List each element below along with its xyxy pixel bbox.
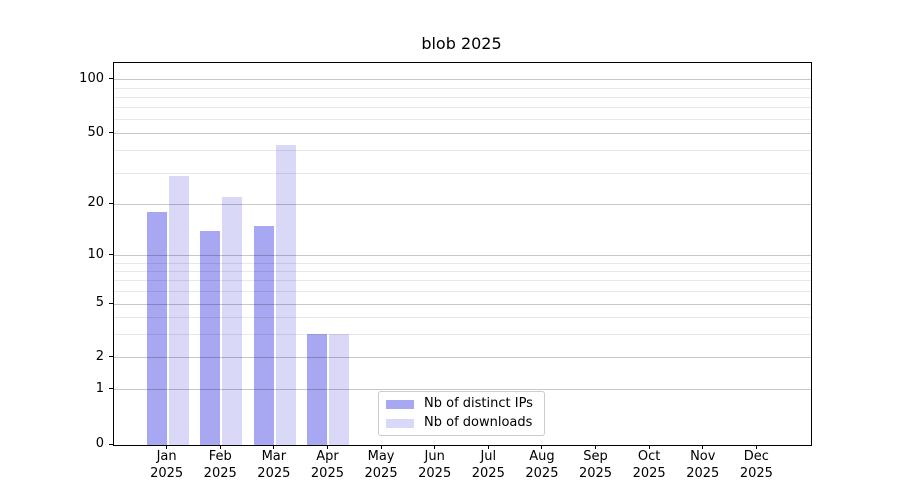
gridline-minor-8 — [114, 271, 811, 273]
y-tick-label-50: 50 — [87, 124, 104, 140]
chart-title: blob 2025 — [421, 34, 502, 53]
legend-row-downloads: Nb of downloads — [386, 414, 537, 432]
bar-mar-downloads — [275, 145, 296, 445]
x-tick-label-jan: Jan 2025 — [150, 449, 184, 481]
x-tick-label-jun: Jun 2025 — [418, 449, 452, 481]
y-tick-mark-0 — [109, 443, 113, 445]
x-tick-label-aug: Aug 2025 — [525, 449, 559, 481]
gridline-minor-30 — [114, 172, 811, 174]
y-tick-label-100: 100 — [79, 70, 104, 86]
gridline-major-1 — [114, 389, 811, 391]
gridline-minor-7 — [114, 280, 811, 282]
y-tick-mark-50 — [109, 132, 113, 134]
x-tick-mark-jun — [434, 445, 436, 449]
y-tick-label-20: 20 — [87, 195, 104, 211]
x-tick-label-jul: Jul 2025 — [471, 449, 505, 481]
gridline-major-5 — [114, 303, 811, 305]
legend-label-downloads: Nb of downloads — [424, 415, 533, 430]
y-tick-mark-100 — [109, 78, 113, 80]
bar-mar-ips — [253, 225, 274, 445]
gridline-major-50 — [114, 133, 811, 135]
x-tick-label-apr: Apr 2025 — [310, 449, 344, 481]
x-tick-mark-jan — [166, 445, 168, 449]
gridline-minor-3 — [114, 333, 811, 335]
legend-row-ips: Nb of distinct IPs — [386, 395, 537, 413]
gridline-major-100 — [114, 79, 811, 81]
gridline-minor-90 — [114, 87, 811, 89]
x-tick-mark-feb — [219, 445, 221, 449]
x-tick-mark-aug — [541, 445, 543, 449]
x-tick-mark-may — [380, 445, 382, 449]
bar-feb-downloads — [222, 196, 243, 445]
x-tick-mark-jul — [487, 445, 489, 449]
gridline-minor-4 — [114, 316, 811, 318]
x-tick-label-feb: Feb 2025 — [203, 449, 237, 481]
x-tick-label-sep: Sep 2025 — [578, 449, 613, 481]
legend-swatch-ips — [386, 399, 414, 409]
gridline-minor-60 — [114, 119, 811, 121]
x-tick-label-nov: Nov 2025 — [686, 449, 720, 481]
grid-layer — [114, 63, 811, 445]
legend-label-ips: Nb of distinct IPs — [424, 396, 533, 411]
legend-swatch-downloads — [386, 418, 414, 428]
bars-layer — [114, 63, 811, 445]
bar-apr-downloads — [329, 334, 350, 445]
x-tick-mark-dec — [755, 445, 757, 449]
gridline-minor-80 — [114, 96, 811, 98]
x-tick-label-oct: Oct 2025 — [632, 449, 666, 481]
y-tick-mark-1 — [109, 388, 113, 390]
x-tick-label-mar: Mar 2025 — [257, 449, 291, 481]
gridline-minor-40 — [114, 150, 811, 152]
y-tick-mark-10 — [109, 254, 113, 256]
x-tick-mark-apr — [326, 445, 328, 449]
gridline-major-10 — [114, 255, 811, 257]
y-tick-label-1: 1 — [95, 380, 104, 396]
y-tick-label-2: 2 — [95, 348, 104, 364]
gridline-minor-6 — [114, 291, 811, 293]
gridline-major-2 — [114, 357, 811, 359]
x-tick-label-may: May 2025 — [364, 449, 398, 481]
y-tick-label-10: 10 — [87, 246, 104, 262]
y-tick-label-0: 0 — [95, 436, 104, 451]
bar-apr-ips — [307, 334, 328, 445]
gridline-major-20 — [114, 203, 811, 205]
legend: Nb of distinct IPs Nb of downloads — [378, 391, 545, 436]
bar-feb-ips — [200, 230, 221, 445]
x-tick-mark-oct — [648, 445, 650, 449]
y-tick-mark-20 — [109, 202, 113, 204]
x-tick-label-dec: Dec 2025 — [739, 449, 773, 481]
y-tick-label-5: 5 — [95, 295, 104, 311]
y-tick-mark-5 — [109, 302, 113, 304]
y-tick-mark-2 — [109, 356, 113, 358]
bar-jan-ips — [146, 212, 167, 445]
plot-area: Nb of distinct IPs Nb of downloads — [113, 62, 812, 446]
x-tick-mark-sep — [595, 445, 597, 449]
x-tick-mark-nov — [702, 445, 704, 449]
gridline-minor-70 — [114, 107, 811, 109]
gridline-minor-9 — [114, 262, 811, 264]
x-tick-mark-mar — [273, 445, 275, 449]
bar-jan-downloads — [168, 175, 189, 445]
